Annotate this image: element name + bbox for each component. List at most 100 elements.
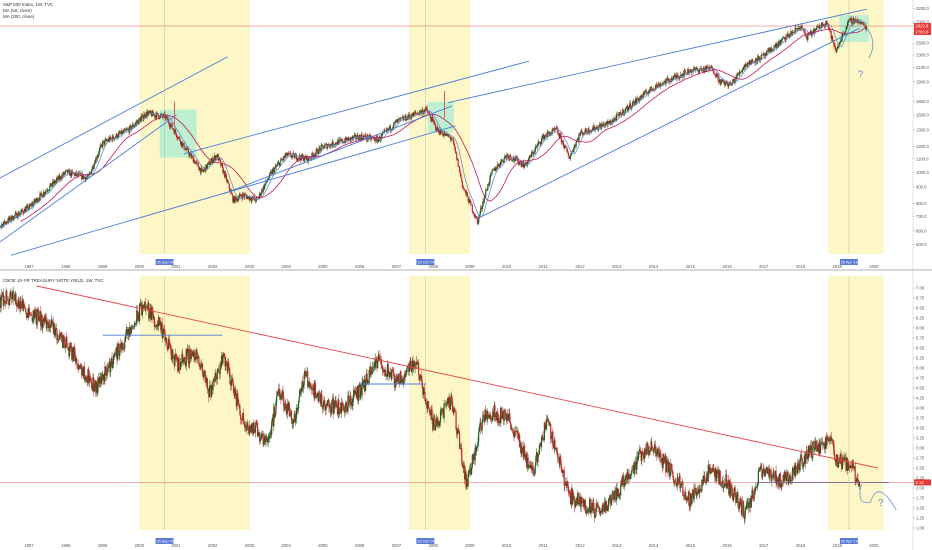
candle-body [47,190,49,192]
candle-body [852,460,854,468]
candle-body [39,193,41,200]
candle-body [776,44,779,47]
candle-body [630,472,632,475]
candle-body [786,472,788,474]
candle-body [555,127,557,130]
candle-body [634,103,636,105]
candle-body [415,361,418,365]
candle-body [232,383,235,393]
candle-body [615,490,617,501]
candle-body [280,394,282,400]
candle-body [503,419,505,421]
candle-body [35,310,37,313]
candle-body [662,453,664,469]
candle-body [143,117,145,120]
candle-body [104,140,106,145]
candle-body [117,133,119,138]
candle-body [393,122,395,127]
candle-body [420,375,422,376]
candle-body [0,225,2,227]
candle-body [240,414,242,420]
candle-body [479,422,481,427]
candle-body [21,299,23,309]
candle-body [565,146,567,148]
candle-body [840,453,842,464]
candle-body [5,290,7,304]
candle-body [73,347,76,355]
candle-body [355,391,358,398]
candle-body [507,155,509,159]
candle-body [187,149,189,154]
candle-body [468,199,471,203]
candle-body [196,356,199,360]
candle-body [225,361,227,367]
candle-body [504,409,506,420]
candle-body [318,393,320,402]
candle-body [775,44,777,48]
candle-body [57,176,59,181]
candle-body [378,354,380,360]
candle-body [377,354,379,360]
candle-body [824,443,826,449]
candle-body [556,127,558,129]
candle-body [302,384,305,388]
candle-body [303,374,305,385]
candle-body [795,27,797,29]
candle-body [91,166,93,171]
candle-body [399,117,401,119]
candle-body [643,455,645,459]
candle-body [697,489,699,494]
candle-body [348,400,350,403]
candle-body [534,148,536,153]
candle-body [188,363,190,364]
candle-body [42,192,45,196]
candle-body [56,328,58,341]
candle-body [259,193,261,196]
candle-body [607,506,609,510]
candle-body [400,371,402,383]
candle-body [496,412,498,420]
candle-body [319,147,321,149]
candle-body [540,443,542,447]
candle-body [155,325,158,327]
candle-body [676,477,678,487]
candle-body [791,31,793,35]
candle-body [749,497,751,502]
candle-body [230,191,233,194]
candle-body [335,142,337,145]
candle-body [579,496,581,503]
candle-body [722,79,724,82]
candle-body [716,470,718,482]
candle-body [552,445,555,449]
candle-body [826,20,828,25]
candle-body [586,509,589,511]
candle-body [128,328,130,337]
candle-body [694,487,697,494]
candle-body [731,488,733,497]
candle-body [252,422,254,434]
candle-body [593,125,595,130]
candle-body [571,489,573,505]
candle-body [839,458,841,460]
candle-body [711,468,714,472]
candle-body [526,164,528,166]
candle-body [372,366,374,373]
candle-body [548,420,550,422]
candle-body [831,35,833,39]
candle-body [779,42,781,45]
candle-body [316,149,318,150]
candle-body [217,154,219,161]
candle-body [605,121,608,123]
candle-body [533,473,536,475]
candle-body [666,77,668,81]
candle-body [812,441,814,458]
candle-body [619,494,621,496]
candle-body [444,403,447,405]
candle-body [275,166,277,167]
candle-body [152,311,154,319]
candle-body [114,353,117,355]
candle-body [621,480,623,485]
candle-body [379,139,382,141]
candle-body [819,27,822,29]
